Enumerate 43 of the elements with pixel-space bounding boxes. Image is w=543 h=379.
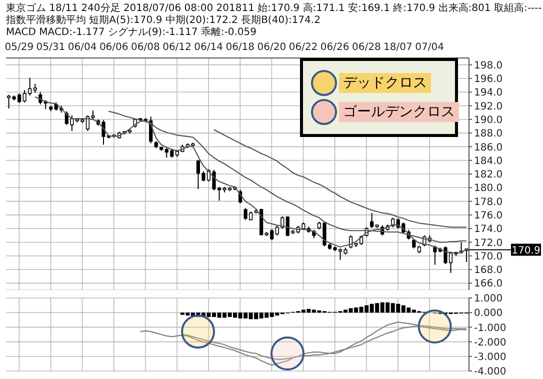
- y-tick-label: 190.0: [474, 114, 503, 126]
- y-tick-label: 184.0: [474, 156, 503, 167]
- x-tick-label: 06/08: [131, 42, 160, 53]
- x-tick-label: 06/28: [352, 42, 381, 53]
- x-tick-label: 06/26: [320, 42, 350, 53]
- y-tick-label: 170.0: [474, 251, 503, 262]
- y-tick-label: 182.0: [474, 170, 503, 181]
- y-tick-label: -2.000: [474, 337, 506, 348]
- x-tick-label: 18/07: [384, 42, 412, 53]
- x-tick-label: 05/29: [4, 42, 34, 53]
- x-tick-label: 06/14: [194, 42, 223, 53]
- x-tick-label: 06/12: [162, 42, 192, 53]
- y-tick-label: 194.0: [474, 88, 503, 99]
- x-tick-label: 06/20: [257, 42, 286, 53]
- chart-subtitle: 指数平滑移動平均 短期A(5):170.9 中期(20):172.2 長期B(40):174.2: [6, 15, 322, 26]
- chart-title: 東京ゴム 18/11 240分足 2018/07/06 08:00 201811 始:170.9 高:171.1 安:169.1 終:170.9 出来高:801 取組高:----: [6, 3, 542, 14]
- y-tick-label: 174.0: [474, 224, 503, 236]
- y-tick-label: 168.0: [474, 265, 503, 276]
- ref-line-label: 170.9: [512, 246, 540, 257]
- y-tick-label: 188.0: [474, 128, 503, 140]
- legend-label: デッドクロス: [339, 73, 431, 93]
- y-tick-label: -3.000: [474, 352, 506, 363]
- legend-label: ゴールデンクロス: [339, 102, 459, 122]
- y-tick-label: 186.0: [474, 142, 503, 154]
- y-tick-label: 196.0: [474, 74, 503, 86]
- x-tick-label: 06/18: [226, 42, 255, 53]
- y-tick-label: 192.0: [474, 101, 503, 112]
- x-tick-label: 06/22: [288, 42, 318, 53]
- y-tick-label: -4.000: [474, 366, 506, 378]
- text: MACD MACD:-1.177 シグナル(9):-1.117 乖離:-0.059: [6, 27, 258, 39]
- y-tick-label: 198.0: [474, 60, 503, 72]
- y-tick-label: 166.0: [474, 278, 503, 290]
- y-tick-label: -1.000: [474, 322, 506, 334]
- y-tick-label: 176.0: [474, 210, 503, 222]
- x-tick-label: 07/04: [415, 42, 444, 53]
- y-tick-label: 1.000: [474, 294, 503, 305]
- y-tick-label: 172.0: [474, 238, 503, 249]
- y-tick-label: 0.000: [474, 308, 503, 320]
- y-tick-label: 180.0: [474, 183, 503, 194]
- x-tick-label: 06/06: [99, 42, 128, 53]
- x-tick-label: 06/04: [68, 42, 97, 53]
- y-tick-label: 178.0: [474, 196, 503, 208]
- x-tick-label: 05/31: [36, 42, 66, 53]
